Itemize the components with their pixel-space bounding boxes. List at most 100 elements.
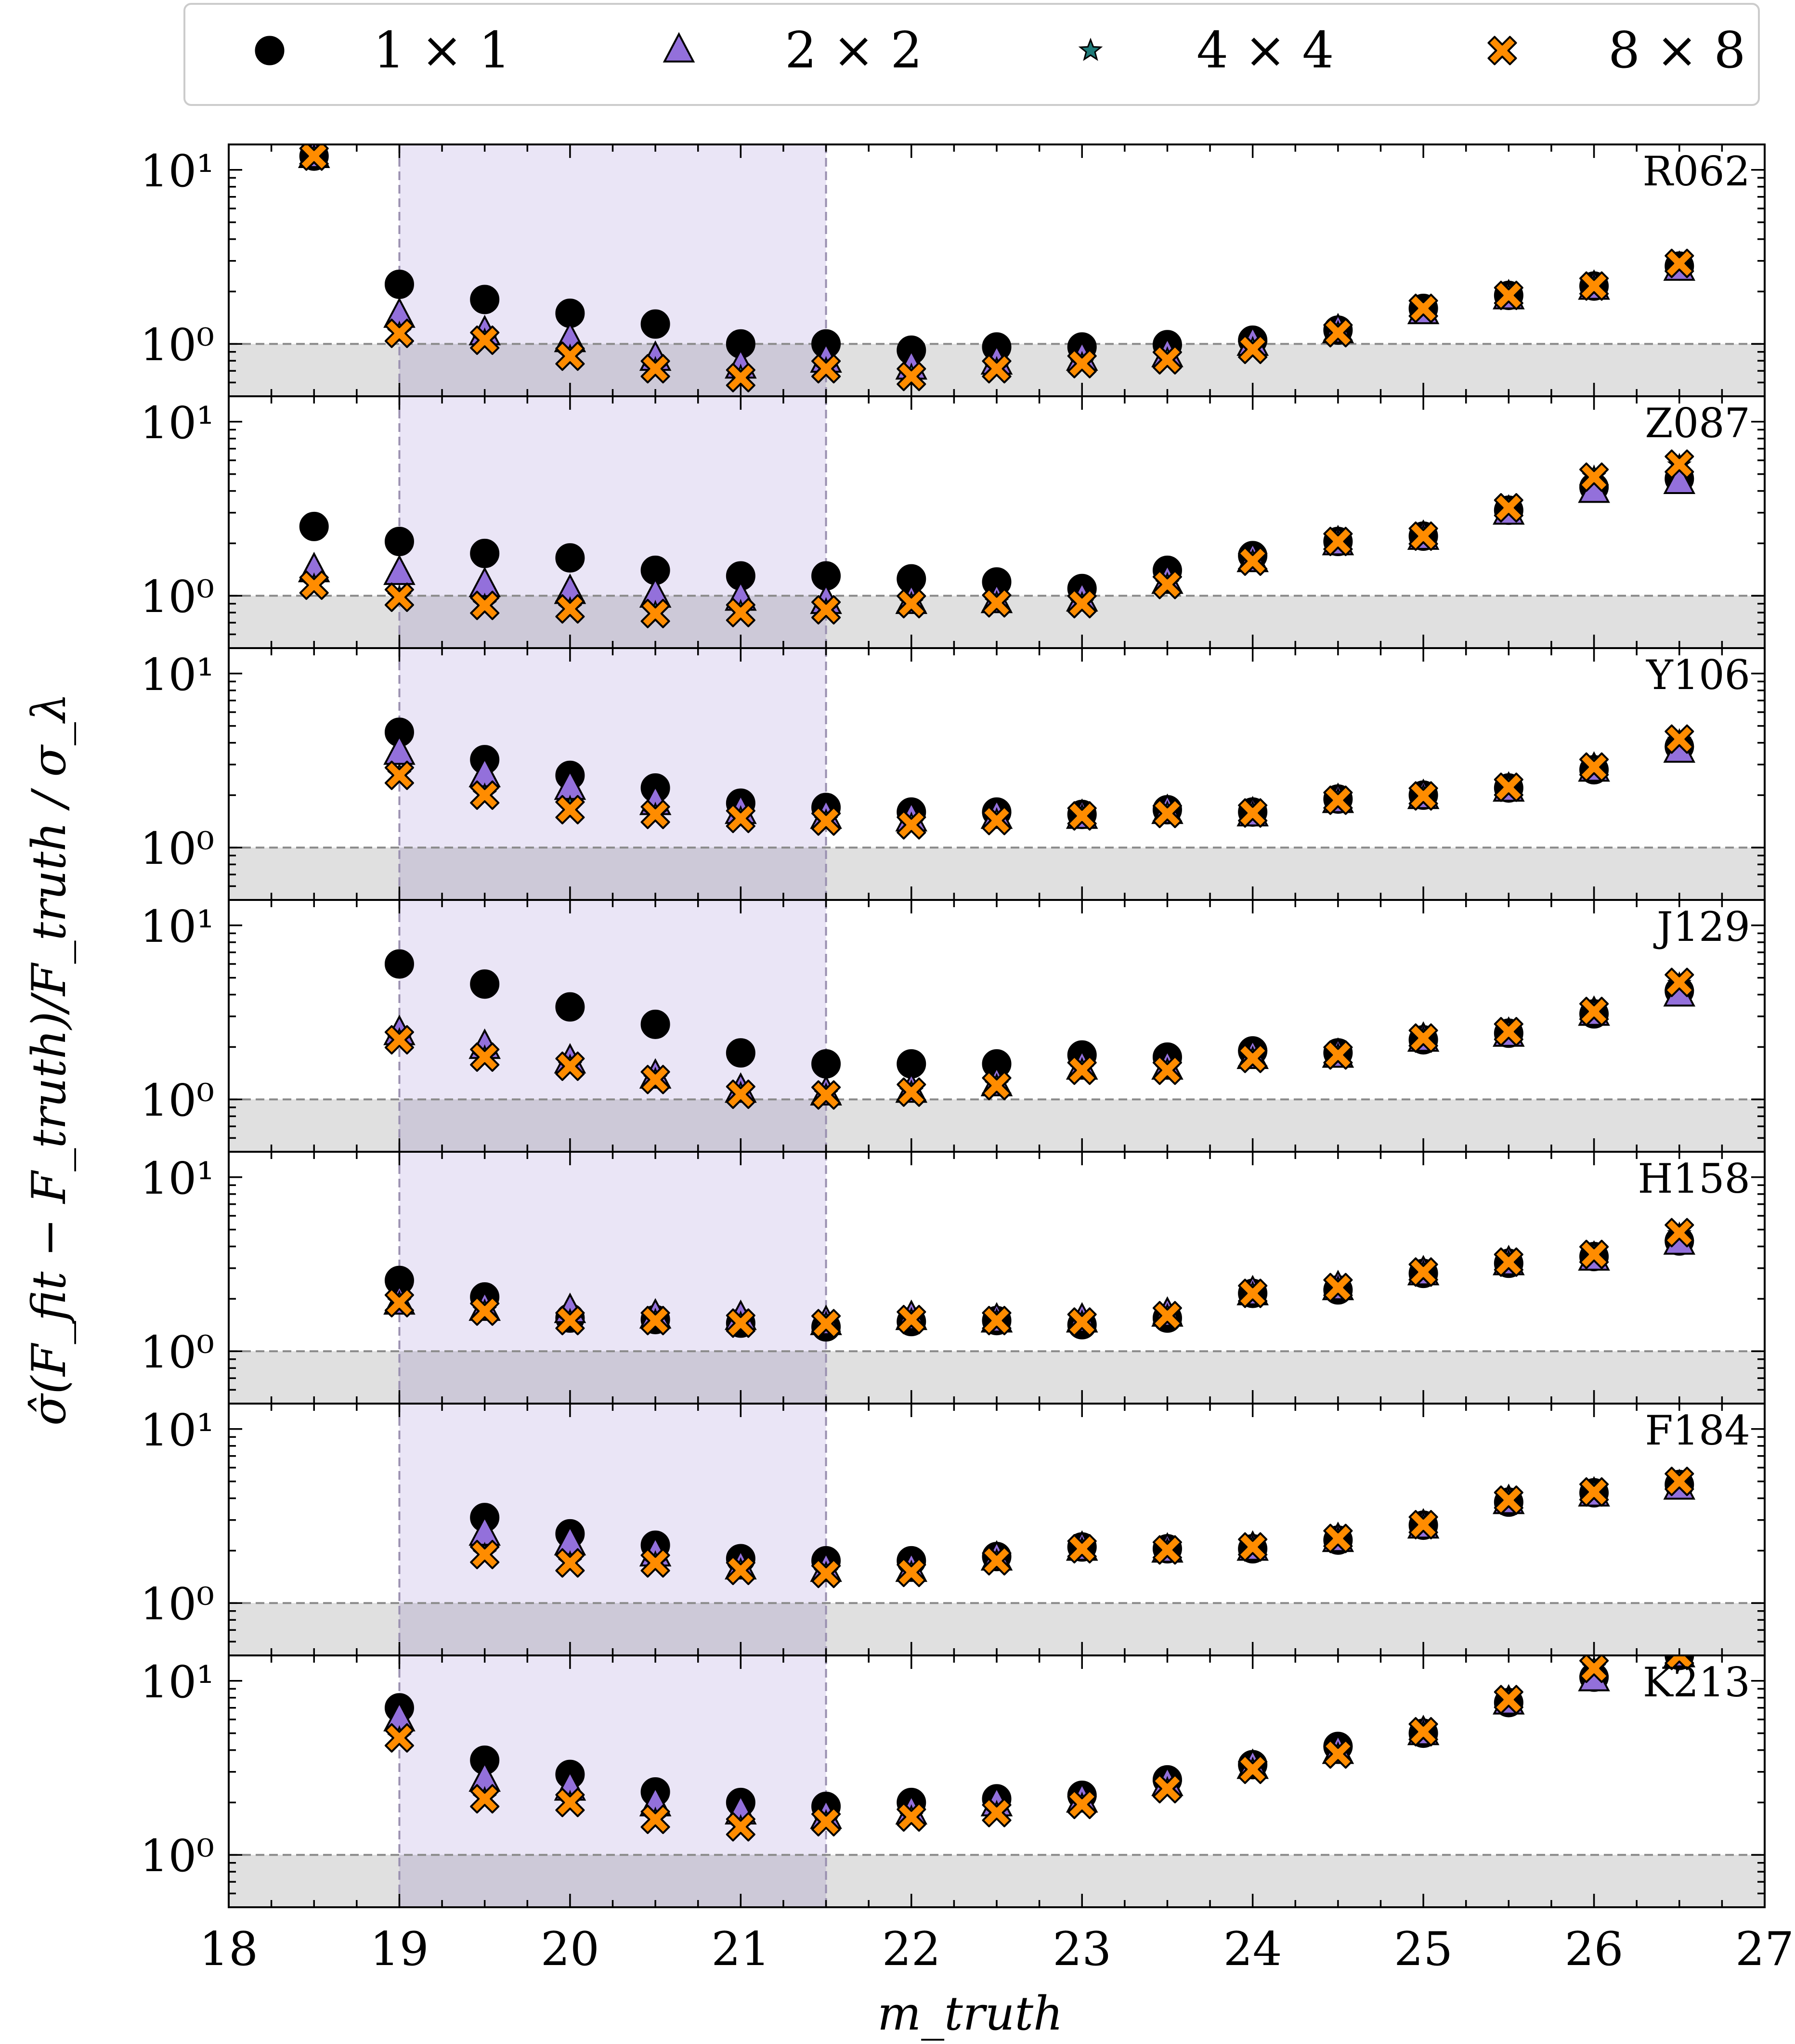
marker-circle — [470, 538, 500, 568]
marker-x — [726, 804, 755, 833]
marker-x — [897, 1802, 926, 1832]
legend-marker-x — [1487, 36, 1517, 65]
marker-x — [1494, 1017, 1523, 1047]
marker-x — [1323, 785, 1353, 815]
legend-item-3: 4 × 4 — [1078, 21, 1334, 79]
marker-x — [811, 1309, 841, 1339]
marker-x — [1408, 781, 1438, 811]
marker-x — [555, 594, 585, 624]
x-tick-label: 18 — [199, 1922, 258, 1976]
marker-x — [640, 1306, 670, 1336]
marker-x — [1494, 281, 1523, 310]
marker-circle — [555, 543, 585, 573]
x-tick-label: 25 — [1394, 1922, 1453, 1976]
marker-x — [1067, 1789, 1097, 1819]
marker-x — [1579, 997, 1609, 1027]
panel-frame — [228, 1654, 1766, 1908]
marker-x — [470, 1540, 500, 1569]
highlight-span — [399, 648, 826, 900]
legend-frame — [183, 3, 1760, 106]
y-tick-label: 10¹ — [140, 397, 214, 449]
marker-x — [1408, 1510, 1438, 1539]
marker-x — [1323, 1523, 1353, 1553]
marker-x — [1238, 1532, 1268, 1562]
marker-x — [1238, 546, 1268, 576]
marker-x — [470, 590, 500, 620]
marker-x — [384, 1025, 414, 1055]
marker-x — [811, 595, 841, 625]
x-tick-label: 20 — [541, 1922, 599, 1976]
legend-item-4: 8 × 8 — [1487, 21, 1746, 79]
marker-x — [1665, 1655, 1694, 1670]
marker-x — [1067, 801, 1097, 831]
panels: 10⁰ 10¹ R062 10⁰ 10¹ Z087 10⁰ 10¹ Y106 10⁰ 10¹ J129… — [140, 143, 1766, 1908]
marker-x — [1152, 1301, 1182, 1330]
legend: 1 × 1 2 × 2 4 × 4 8 × 8 — [183, 3, 1760, 106]
y-tick-label: 10⁰ — [140, 823, 214, 874]
marker-x — [470, 780, 500, 810]
y-tick-label: 10⁰ — [140, 1830, 214, 1882]
y-tick-label: 10⁰ — [140, 1327, 214, 1378]
marker-x — [1665, 248, 1694, 278]
marker-x — [1665, 724, 1694, 754]
marker-x — [982, 354, 1012, 384]
marker-x — [1323, 527, 1353, 556]
marker-x — [1067, 1534, 1097, 1563]
panel-markers — [298, 449, 1696, 628]
marker-circle — [811, 1049, 841, 1079]
panel-markers — [383, 717, 1696, 840]
x-tick-label: 27 — [1735, 1922, 1794, 1976]
marker-x — [1067, 1055, 1097, 1085]
panel-markers — [383, 1655, 1696, 1842]
marker-x — [470, 1042, 500, 1072]
highlight-span — [399, 144, 826, 396]
panel-label: Z087 — [1645, 400, 1750, 447]
legend-label: 8 × 8 — [1608, 21, 1746, 79]
panel-z087: 10⁰ 10¹ Z087 — [140, 395, 1766, 649]
marker-x — [555, 1051, 585, 1081]
highlight-span — [399, 396, 826, 648]
marker-x — [1408, 1257, 1438, 1287]
y-tick-label: 10¹ — [140, 901, 214, 952]
marker-x — [1152, 1774, 1182, 1804]
marker-x — [384, 318, 414, 348]
marker-x — [726, 1308, 755, 1338]
marker-circle — [384, 269, 414, 299]
panel-y106: 10⁰ 10¹ Y106 — [140, 647, 1766, 901]
marker-circle — [470, 285, 500, 314]
marker-circle — [384, 949, 414, 979]
marker-x — [640, 599, 670, 628]
marker-x — [1152, 345, 1182, 375]
legend-marker-star — [1078, 38, 1103, 61]
marker-x — [299, 570, 329, 600]
marker-x — [1067, 349, 1097, 378]
panel-label: Y106 — [1646, 651, 1750, 699]
marker-x — [897, 362, 926, 391]
marker-x — [897, 1305, 926, 1334]
marker-x — [1665, 967, 1694, 997]
marker-x — [1323, 1273, 1353, 1302]
y-tick-label: 10⁰ — [140, 571, 214, 623]
marker-x — [1152, 798, 1182, 828]
marker-x — [982, 1546, 1012, 1575]
panel-label: F184 — [1645, 1407, 1750, 1454]
marker-x — [1494, 1247, 1523, 1277]
panel-h158: 10⁰ 10¹ H158 — [140, 1151, 1766, 1405]
x-tick-label: 23 — [1053, 1922, 1111, 1976]
panel-label: H158 — [1638, 1155, 1750, 1202]
marker-x — [1494, 493, 1523, 523]
y-axis-label: σ̂(F_fit − F_truth)/F_truth / σ_λ — [22, 693, 76, 1426]
marker-x — [1579, 1477, 1609, 1507]
marker-x — [1665, 1467, 1694, 1497]
marker-x — [1579, 752, 1609, 782]
marker-x — [1494, 772, 1523, 802]
legend-label: 1 × 1 — [373, 21, 511, 79]
x-axis-label: m_truth — [877, 1987, 1063, 2041]
marker-x — [640, 1548, 670, 1578]
marker-x — [1152, 1055, 1182, 1085]
marker-x — [1067, 589, 1097, 619]
marker-x — [726, 1080, 755, 1109]
marker-x — [897, 1077, 926, 1107]
marker-x — [1238, 1043, 1268, 1073]
panel-markers — [298, 144, 1696, 392]
